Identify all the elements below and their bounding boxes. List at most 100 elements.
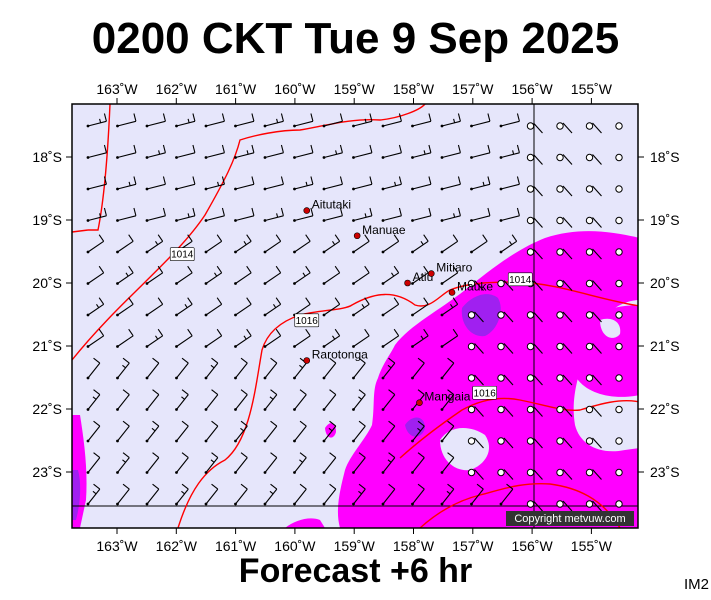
wind-barb xyxy=(440,328,459,348)
wind-barb xyxy=(234,113,255,128)
wind-barb xyxy=(145,234,164,254)
wind-barb xyxy=(322,297,341,317)
isobar-label: 1016 xyxy=(294,313,320,328)
wind-barb xyxy=(175,113,196,128)
wind-barb xyxy=(467,279,484,291)
wind-barb xyxy=(293,234,311,254)
wind-barb xyxy=(234,452,248,474)
wind-barb xyxy=(145,452,160,474)
wind-barb xyxy=(175,389,189,411)
isobar-label: 1016 xyxy=(472,385,497,400)
wind-barb xyxy=(86,389,101,411)
wind-barb xyxy=(440,389,455,411)
wind-barb xyxy=(381,328,400,348)
wind-barb xyxy=(86,176,107,191)
wind-barb xyxy=(145,420,160,443)
wind-barb xyxy=(263,389,278,411)
wind-barb xyxy=(322,357,337,380)
place-name: Aitutaki xyxy=(312,198,351,212)
wind-barb xyxy=(293,452,307,474)
place-name: Mangaia xyxy=(424,390,470,404)
wind-barb xyxy=(556,437,573,449)
wind-barb xyxy=(322,176,343,191)
wind-barb xyxy=(411,483,425,506)
wind-barb xyxy=(204,207,225,222)
wind-barb xyxy=(556,153,573,165)
wind-barb xyxy=(116,207,137,222)
copyright-badge: Copyright metvuw.com xyxy=(506,511,634,526)
wind-barb xyxy=(86,420,101,443)
wind-barb xyxy=(86,144,107,159)
wind-barb xyxy=(381,452,396,474)
wind-barb xyxy=(381,113,402,128)
lon-label-bottom: 160˚W xyxy=(274,538,316,554)
wind-barb xyxy=(585,374,602,386)
wind-barb xyxy=(497,311,514,323)
wind-barb xyxy=(615,122,623,130)
lon-label-top: 159˚W xyxy=(334,81,376,97)
wind-barb xyxy=(204,357,219,380)
wind-barb xyxy=(293,144,314,159)
wind-barb xyxy=(411,420,425,443)
wind-barb xyxy=(116,452,130,474)
wind-barb xyxy=(263,113,284,128)
wind-barb xyxy=(263,207,284,222)
wind-barb xyxy=(263,234,282,254)
wind-barb xyxy=(352,265,370,285)
wind-barb xyxy=(86,113,107,128)
wind-barb xyxy=(352,144,373,159)
wind-barb xyxy=(116,483,130,506)
wind-barb xyxy=(585,437,602,449)
wind-barb xyxy=(234,420,248,443)
wind-barb xyxy=(440,420,455,443)
wind-barb xyxy=(175,144,196,159)
wind-barb xyxy=(470,176,491,191)
wind-barb xyxy=(175,328,193,348)
wind-barb xyxy=(263,265,282,285)
wind-barb xyxy=(526,311,543,323)
lat-label-right: 18˚S xyxy=(650,149,680,165)
wind-barb xyxy=(440,483,455,506)
wind-barb xyxy=(204,234,223,254)
wind-barb xyxy=(585,342,602,354)
place-name: Rarotonga xyxy=(312,347,368,361)
wind-barb xyxy=(86,234,105,254)
wind-barb xyxy=(204,297,223,317)
wind-barb xyxy=(293,389,307,411)
wind-barb xyxy=(615,500,623,508)
wind-barb xyxy=(556,248,573,260)
lon-label-top: 155˚W xyxy=(571,81,613,97)
wind-barb xyxy=(234,297,252,317)
wind-barb xyxy=(175,483,189,506)
wind-barb xyxy=(497,437,514,449)
wind-barb xyxy=(467,405,484,417)
lat-label-left: 22˚S xyxy=(32,401,62,417)
wind-barb xyxy=(497,342,514,354)
wind-barb xyxy=(440,357,455,380)
wind-barb xyxy=(263,328,282,348)
wind-barb xyxy=(204,144,225,159)
isobar-labels: 1014 1016 1016 1014 xyxy=(169,247,533,400)
wind-barb xyxy=(381,144,402,159)
lat-label-left: 20˚S xyxy=(32,275,62,291)
wind-barb xyxy=(556,122,573,134)
wind-barb xyxy=(411,176,432,191)
wind-barb xyxy=(204,328,223,348)
wind-barb xyxy=(175,452,189,474)
lon-label-bottom: 159˚W xyxy=(334,538,376,554)
wind-barb xyxy=(615,437,623,445)
wind-barb xyxy=(411,113,432,128)
wind-barb xyxy=(352,297,370,317)
lat-label-right: 19˚S xyxy=(650,212,680,228)
wind-barb xyxy=(411,207,432,222)
wind-barb xyxy=(615,153,623,162)
wind-barb xyxy=(615,216,623,225)
wind-barb xyxy=(175,207,196,222)
wind-barb xyxy=(86,207,107,222)
wind-barb xyxy=(556,185,573,197)
wind-barb xyxy=(204,452,219,474)
wind-barb xyxy=(381,357,396,380)
wind-barb xyxy=(499,144,520,159)
wind-barb xyxy=(116,297,134,317)
wind-barb xyxy=(526,374,543,386)
